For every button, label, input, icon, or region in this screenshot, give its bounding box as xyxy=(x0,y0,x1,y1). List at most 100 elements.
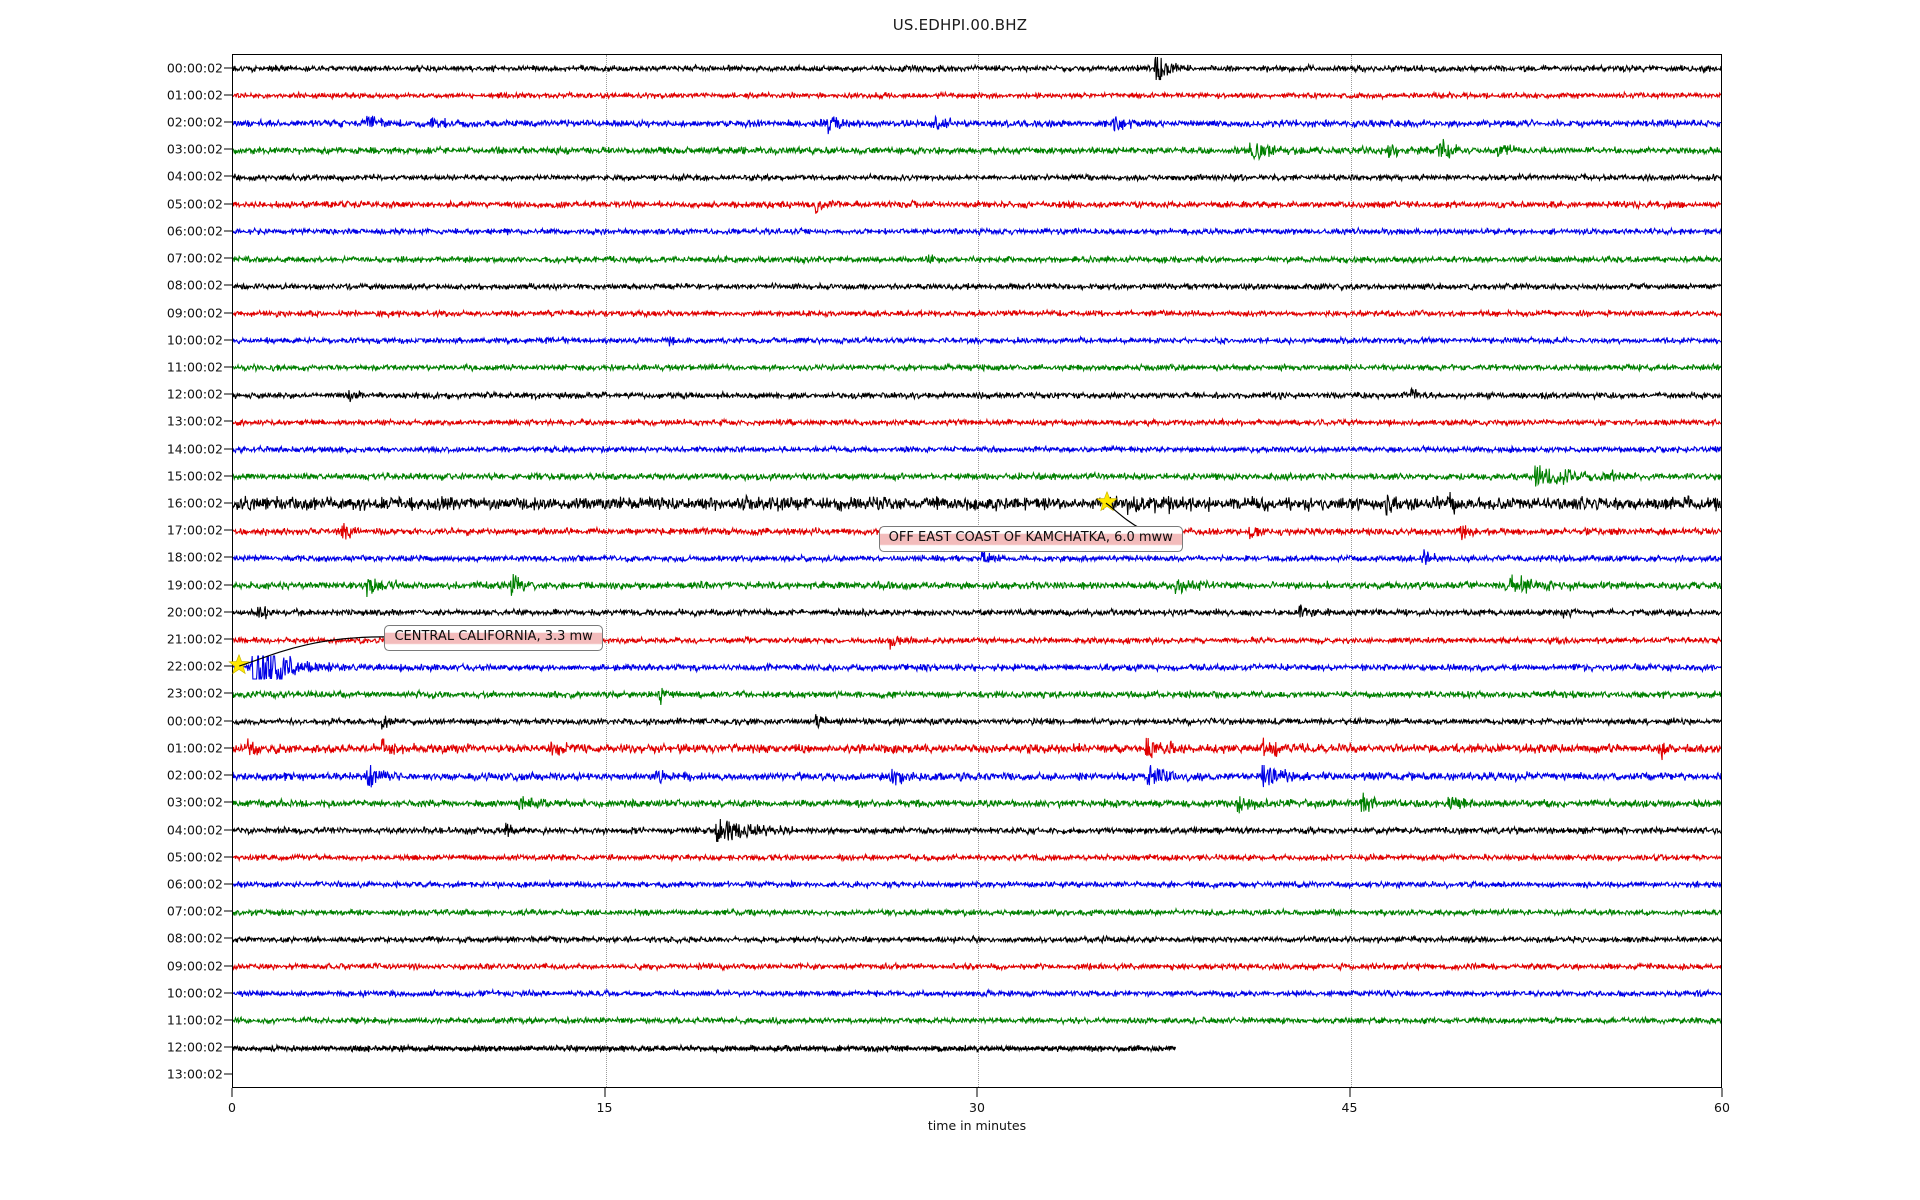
y-tick-mark xyxy=(224,611,233,613)
waveform-trace xyxy=(233,600,1721,625)
star-kamchatka-icon xyxy=(1096,490,1118,516)
annotation-text: CENTRAL CALIFORNIA, 3.3 mw xyxy=(394,629,593,645)
waveform-trace xyxy=(233,872,1721,897)
y-tick-mark xyxy=(224,257,233,259)
y-tick-mark xyxy=(224,1073,233,1075)
y-tick-label: 02:00:02 xyxy=(166,114,223,130)
waveform-trace xyxy=(233,655,1721,680)
y-tick-mark xyxy=(224,937,233,939)
y-tick-label: 00:00:02 xyxy=(166,713,223,729)
y-tick-mark xyxy=(224,67,233,69)
waveform-trace xyxy=(233,355,1721,380)
y-tick-mark xyxy=(224,992,233,994)
y-tick-mark xyxy=(224,1019,233,1021)
x-tick-label: 0 xyxy=(228,1100,236,1115)
plot-area: OFF EAST COAST OF KAMCHATKA, 6.0 mww CENT… xyxy=(228,54,1722,1088)
vertical-gridline xyxy=(1350,55,1352,1087)
star-central-california-icon xyxy=(228,653,251,680)
y-tick-mark xyxy=(224,720,233,722)
waveform-trace xyxy=(233,464,1721,489)
waveform-trace xyxy=(233,682,1721,707)
waveform-trace xyxy=(233,546,1721,571)
y-tick-mark xyxy=(224,148,233,150)
page-title: US.EDHPI.00.BHZ xyxy=(892,16,1028,34)
y-tick-mark xyxy=(224,475,233,477)
x-tick-mark xyxy=(1721,1088,1723,1097)
y-tick-mark xyxy=(224,448,233,450)
waveform-trace xyxy=(233,410,1721,435)
waveform-trace xyxy=(233,219,1721,244)
y-tick-label: 15:00:02 xyxy=(166,468,223,484)
y-tick-mark xyxy=(224,393,233,395)
y-tick-label: 20:00:02 xyxy=(166,604,223,620)
event-star-markers xyxy=(228,55,1721,1087)
y-tick-mark xyxy=(224,829,233,830)
y-tick-mark xyxy=(224,883,233,885)
y-tick-label: 06:00:02 xyxy=(166,876,223,892)
waveform-trace xyxy=(233,491,1721,516)
waveform-trace xyxy=(233,628,1721,653)
y-tick-label: 07:00:02 xyxy=(166,250,223,266)
y-tick-mark xyxy=(224,366,233,368)
y-tick-label: 05:00:02 xyxy=(166,196,223,212)
waveform-trace xyxy=(233,437,1721,462)
y-tick-mark xyxy=(224,175,233,177)
y-tick-label: 11:00:02 xyxy=(166,1012,223,1028)
y-tick-label: 03:00:02 xyxy=(166,141,223,157)
waveform-trace xyxy=(233,818,1721,843)
waveform-trace xyxy=(233,1008,1721,1033)
y-tick-label: 08:00:02 xyxy=(166,930,223,946)
annotation-kamchatka: OFF EAST COAST OF KAMCHATKA, 6.0 mww xyxy=(878,526,1183,553)
y-tick-mark xyxy=(224,638,233,640)
waveform-trace xyxy=(233,301,1721,326)
x-tick-mark xyxy=(231,1088,233,1097)
y-tick-mark xyxy=(224,203,233,205)
waveform-trace xyxy=(233,247,1721,272)
y-tick-mark xyxy=(224,284,233,286)
waveform-trace xyxy=(233,764,1721,789)
waveform-trace xyxy=(233,111,1721,136)
y-tick-mark xyxy=(224,692,233,694)
waveform-traces xyxy=(233,55,1721,1087)
y-tick-mark xyxy=(224,747,233,749)
x-tick-mark xyxy=(1349,1088,1350,1097)
x-tick-mark xyxy=(604,1088,605,1097)
vertical-gridline xyxy=(605,55,607,1087)
y-tick-mark xyxy=(224,420,233,422)
waveform-trace xyxy=(233,900,1721,925)
y-tick-label: 00:00:02 xyxy=(166,60,223,76)
waveform-trace xyxy=(233,981,1721,1006)
y-tick-label: 13:00:02 xyxy=(166,1066,223,1082)
x-tick-mark xyxy=(976,1088,978,1097)
y-tick-mark xyxy=(224,965,233,967)
y-tick-label: 09:00:02 xyxy=(166,305,223,320)
y-tick-mark xyxy=(224,584,233,586)
annotation-central-california: CENTRAL CALIFORNIA, 3.3 mw xyxy=(384,625,603,651)
waveform-trace xyxy=(233,56,1721,81)
y-tick-mark xyxy=(224,801,233,803)
y-tick-mark xyxy=(224,94,233,96)
y-tick-label: 04:00:02 xyxy=(166,168,223,184)
y-tick-label: 01:00:02 xyxy=(166,740,223,756)
waveform-trace xyxy=(233,328,1721,353)
annotation-leader-lines xyxy=(233,55,1721,1087)
y-tick-label: 22:00:02 xyxy=(166,658,223,674)
y-tick-label: 07:00:02 xyxy=(166,903,223,919)
y-tick-label: 10:00:02 xyxy=(166,985,223,1001)
y-tick-label: 13:00:02 xyxy=(166,413,223,429)
x-tick-label: 45 xyxy=(1341,1100,1358,1115)
y-tick-mark xyxy=(224,910,233,912)
event-annotations: OFF EAST COAST OF KAMCHATKA, 6.0 mww CENT… xyxy=(233,55,1721,1087)
x-axis-label: time in minutes xyxy=(927,1118,1027,1133)
waveform-trace xyxy=(233,791,1721,816)
vertical-gridline xyxy=(978,55,979,1087)
x-tick-label: 30 xyxy=(969,1100,985,1115)
y-axis-tick-labels: 00:00:02 01:00:02 02:00:02 03:00:02 04:00:02… xyxy=(0,54,233,1088)
y-tick-mark xyxy=(224,774,233,776)
y-tick-mark xyxy=(224,529,233,531)
y-tick-label: 04:00:02 xyxy=(166,822,223,837)
y-tick-label: 19:00:02 xyxy=(166,577,223,593)
y-tick-label: 18:00:02 xyxy=(166,549,223,565)
x-tick-label: 60 xyxy=(1714,1100,1730,1115)
